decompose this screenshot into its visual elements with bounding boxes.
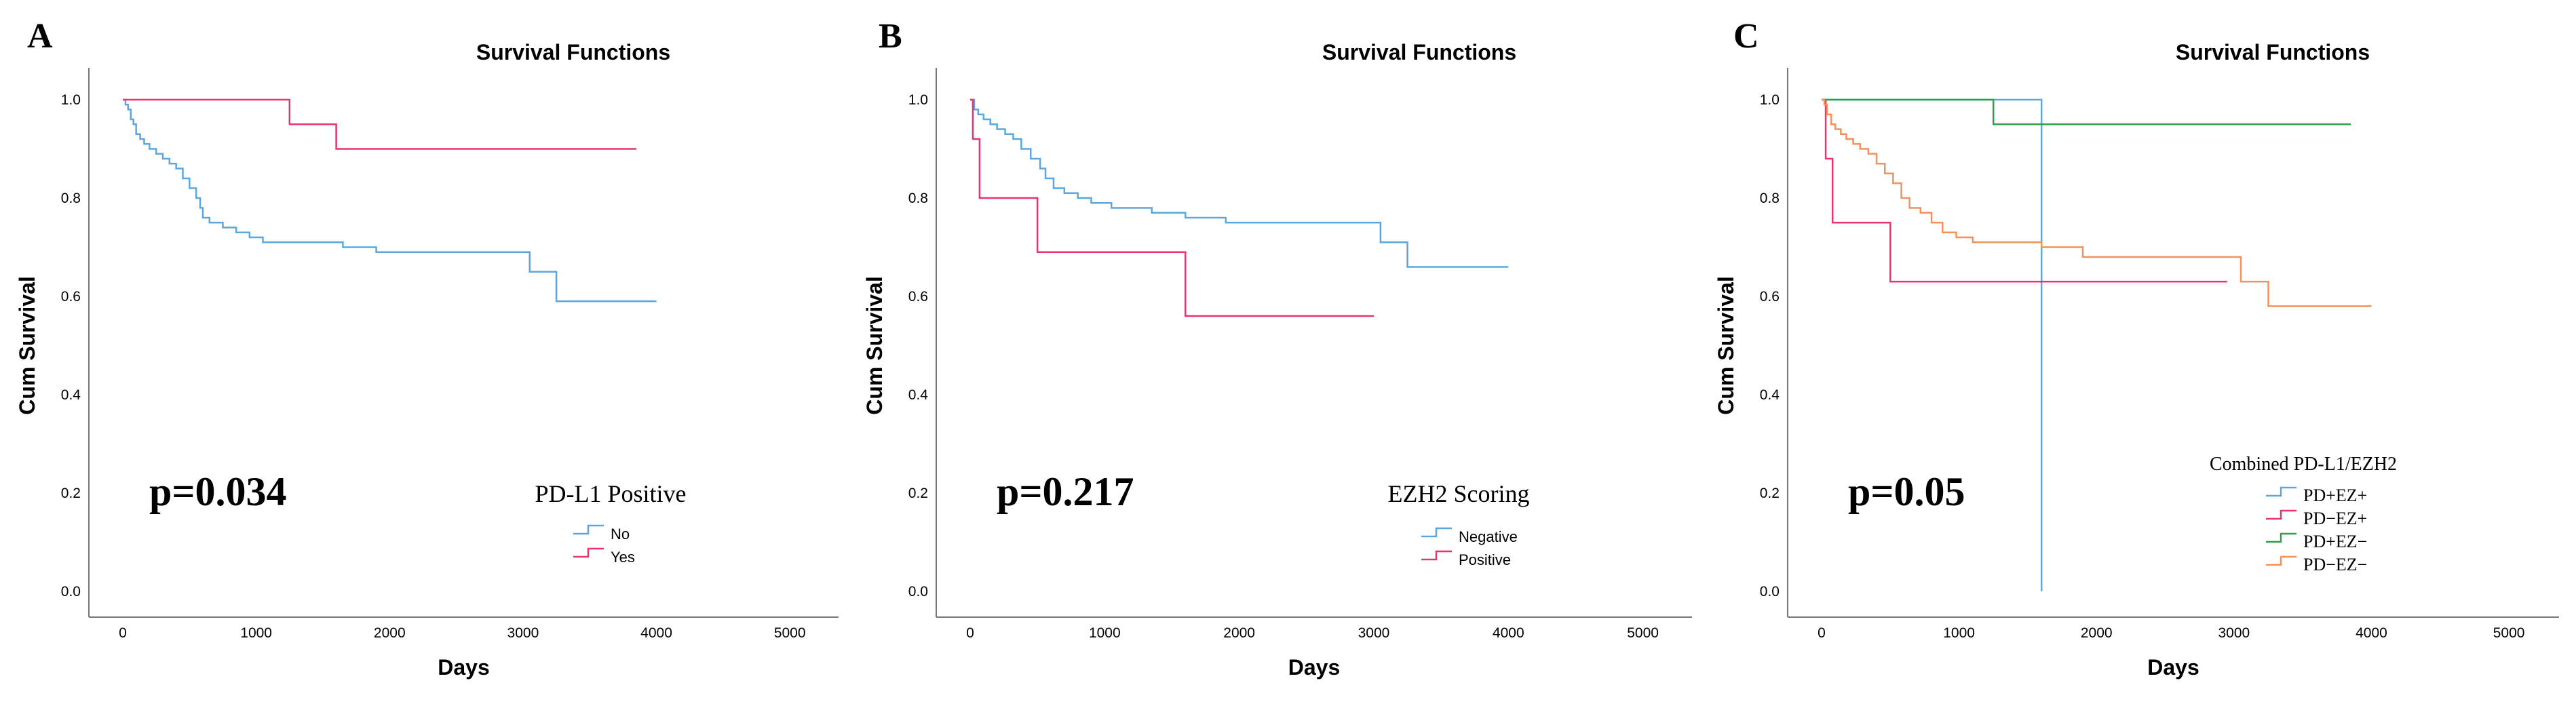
x-tick-label: 3000 xyxy=(1358,625,1390,641)
y-tick-label: 1.0 xyxy=(61,92,81,108)
y-tick-label: 0.6 xyxy=(1760,289,1780,304)
y-tick-label: 0.8 xyxy=(1760,191,1780,206)
x-tick-label: 4000 xyxy=(2356,625,2387,641)
x-axis-label: Days xyxy=(438,655,490,680)
series-line-pd-ez- xyxy=(1822,98,2227,283)
legend-swatch xyxy=(1421,527,1452,538)
series-line-yes xyxy=(123,98,637,150)
x-tick-label: 3000 xyxy=(2218,625,2250,641)
x-tick-label: 5000 xyxy=(1627,625,1659,641)
legend-label: PD+EZ+ xyxy=(2303,486,2367,505)
series-line-positive xyxy=(970,98,1374,317)
legend-swatch xyxy=(1421,550,1452,561)
x-tick-label: 2000 xyxy=(2081,625,2113,641)
y-tick-label: 0.4 xyxy=(908,387,929,403)
x-tick-label: 0 xyxy=(119,625,127,641)
x-tick-label: 0 xyxy=(966,625,974,641)
series-line-no xyxy=(123,98,657,302)
series-line-negative xyxy=(970,98,1509,268)
x-axis-label: Days xyxy=(1288,655,1341,680)
y-axis-label: Cum Survival xyxy=(862,276,887,415)
y-tick-label: 0.4 xyxy=(1760,387,1780,403)
y-tick-label: 1.0 xyxy=(908,92,928,108)
y-tick-label: 0.0 xyxy=(1760,584,1780,599)
x-tick-label: 4000 xyxy=(1493,625,1524,641)
y-tick-label: 0.2 xyxy=(1760,486,1780,501)
x-tick-label: 0 xyxy=(1818,625,1826,641)
x-tick-label: 1000 xyxy=(240,625,272,641)
panel-letter: B xyxy=(879,17,902,56)
legend-swatch xyxy=(2266,509,2296,520)
legend-label: PD+EZ− xyxy=(2303,532,2367,551)
legend-label: Negative xyxy=(1459,528,1518,545)
chart-title: Survival Functions xyxy=(476,40,670,64)
panel-b: B Survival Functions 0 1000 2000 3000 4000 5000… xyxy=(862,17,1692,680)
p-value-annotation: p=0.217 xyxy=(997,469,1134,514)
legend-swatch xyxy=(2266,555,2296,566)
legend-label: Yes xyxy=(611,549,635,566)
y-tick-label: 0.6 xyxy=(908,289,928,304)
y-tick-label: 0.6 xyxy=(61,289,81,304)
y-tick-label: 0.4 xyxy=(61,387,81,403)
legend-title: Combined PD-L1/EZH2 xyxy=(2210,454,2397,475)
legend-title: EZH2 Scoring xyxy=(1388,480,1530,507)
legend-label: No xyxy=(611,526,630,543)
y-tick-label: 0.8 xyxy=(908,191,928,206)
x-tick-label: 2000 xyxy=(1223,625,1255,641)
series-line-pd-ez- xyxy=(1822,98,2372,307)
x-tick-label: 1000 xyxy=(1943,625,1975,641)
chart-title: Survival Functions xyxy=(2176,40,2370,64)
x-axis-label: Days xyxy=(2147,655,2199,680)
legend-swatch xyxy=(2266,532,2296,543)
x-tick-label: 4000 xyxy=(640,625,672,641)
legend-label: PD−EZ+ xyxy=(2303,509,2367,528)
legend-swatch xyxy=(2266,486,2296,497)
legend-label: Positive xyxy=(1459,551,1511,568)
series-line-pd-ez- xyxy=(1822,98,2351,125)
x-tick-label: 2000 xyxy=(374,625,406,641)
y-tick-label: 0.2 xyxy=(61,486,81,501)
x-tick-label: 5000 xyxy=(774,625,806,641)
x-tick-label: 1000 xyxy=(1089,625,1121,641)
panel-letter: C xyxy=(1733,17,1759,56)
y-axis-label: Cum Survival xyxy=(1714,276,1738,415)
legend-swatch xyxy=(573,524,604,535)
legend-title: PD-L1 Positive xyxy=(535,480,686,507)
y-axis-label: Cum Survival xyxy=(15,276,39,415)
y-tick-label: 0.0 xyxy=(908,584,928,599)
p-value-annotation: p=0.05 xyxy=(1848,469,1965,514)
y-tick-label: 0.0 xyxy=(61,584,81,599)
y-tick-label: 1.0 xyxy=(1760,92,1780,108)
p-value-annotation: p=0.034 xyxy=(149,469,287,514)
x-tick-label: 5000 xyxy=(2493,625,2525,641)
y-tick-label: 0.8 xyxy=(61,191,81,206)
chart-title: Survival Functions xyxy=(1322,40,1516,64)
x-tick-label: 3000 xyxy=(507,625,539,641)
panel-c: C Survival Functions 0 1000 2000 3000 4000 5000… xyxy=(1714,17,2559,680)
legend-label: PD−EZ− xyxy=(2303,555,2367,574)
y-tick-label: 0.2 xyxy=(908,486,928,501)
panel-a: A Survival Functions 0 1000 2000 3000 4000 5000… xyxy=(15,17,839,680)
panel-letter: A xyxy=(27,17,53,56)
legend-swatch xyxy=(573,547,604,558)
